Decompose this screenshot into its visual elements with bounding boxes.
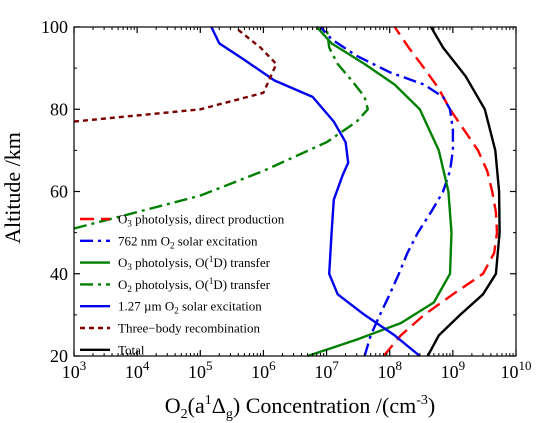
series-line-1 [382, 26, 499, 357]
legend-label-4: O2 photolysis, O(1D) transfer [118, 276, 271, 294]
x-tick-label-1: 103 [62, 358, 87, 382]
y-tick-label-4: 80 [50, 99, 68, 119]
legend-label-1: O3 photolysis, direct production [118, 212, 285, 229]
x-tick-label-3: 105 [188, 358, 213, 382]
x-tick-label-2: 104 [125, 358, 150, 382]
series-line-4 [73, 26, 369, 230]
legend-label-7: Total [118, 342, 145, 357]
x-tick-label-4: 106 [251, 358, 276, 382]
y-tick-label-1: 20 [50, 346, 68, 366]
x-tick-label-8: 1010 [501, 358, 532, 382]
series-line-5 [210, 26, 421, 357]
y-tick-label-5: 100 [41, 17, 68, 37]
y-tick-label-2: 40 [50, 264, 68, 284]
y-tick-label-3: 60 [50, 182, 68, 202]
legend: O3 photolysis, direct production 762 nm O… [80, 212, 285, 357]
series-line-7 [426, 26, 501, 357]
series-line-6 [73, 26, 278, 123]
x-tick-label-5: 107 [314, 358, 339, 382]
legend-label-2: 762 nm O2 solar excitation [118, 233, 258, 250]
x-tick-label-6: 108 [377, 358, 402, 382]
legend-label-6: Three−body recombination [118, 321, 260, 336]
y-axis-title: Altitude /km [0, 132, 25, 244]
x-axis: 103 104 105 106 107 108 109 1010 [62, 27, 532, 382]
legend-label-5: 1.27 µm O2 solar excitation [118, 299, 262, 316]
x-axis-title: O2(a1Δg) Concentration /(cm-3) [165, 393, 435, 422]
y-axis: 20 40 60 80 100 [41, 17, 516, 366]
series-line-2 [319, 26, 455, 357]
series-line-3 [307, 26, 453, 358]
series-group [73, 26, 501, 358]
legend-label-3: O3 photolysis, O(1D) transfer [118, 254, 271, 272]
x-tick-label-7: 109 [441, 358, 466, 382]
